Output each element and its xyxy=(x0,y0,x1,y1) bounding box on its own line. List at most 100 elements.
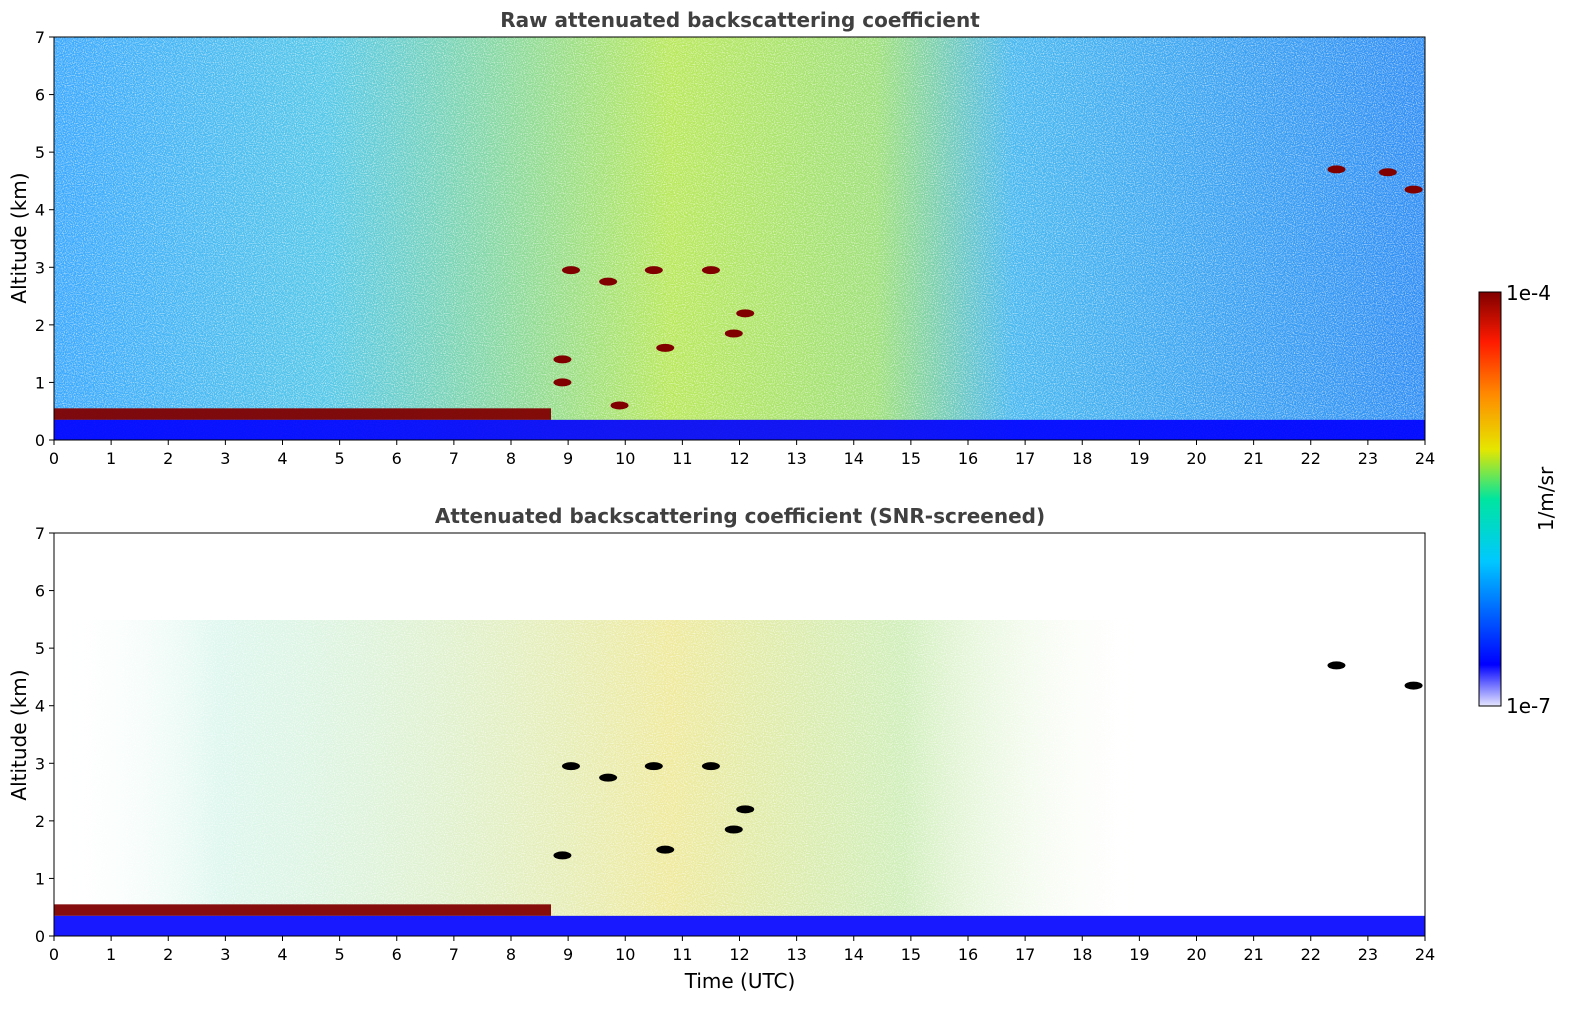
x-tick-label: 18 xyxy=(1072,945,1092,964)
y-tick-label: 7 xyxy=(35,524,45,543)
x-tick-label: 9 xyxy=(563,449,573,468)
y-axis-ticks: 0 1 2 3 4 5 6 7 xyxy=(35,524,54,946)
cloud-patch xyxy=(644,762,663,771)
x-tick-label: 15 xyxy=(901,945,921,964)
y-tick-label: 3 xyxy=(35,754,45,773)
cloud-patch xyxy=(553,378,572,387)
cloud-patch xyxy=(561,266,580,275)
colorbar-gradient xyxy=(1478,291,1502,707)
cloud-patch xyxy=(644,266,663,275)
cloud-patch xyxy=(701,762,720,771)
x-tick-label: 13 xyxy=(786,945,806,964)
x-tick-label: 9 xyxy=(563,945,573,964)
cloud-patch xyxy=(1327,661,1346,670)
colorbar-max-label: 1e-4 xyxy=(1506,281,1551,305)
x-tick-label: 14 xyxy=(844,449,864,468)
x-tick-label: 8 xyxy=(506,449,516,468)
y-tick-label: 3 xyxy=(35,258,45,277)
plot-noise-overlay xyxy=(54,620,1425,920)
x-axis-ticks: 0 1 2 3 4 5 6 7 8 9 10 11 12 13 14 15 16 17 18 19 20 21 22 23 24 xyxy=(49,440,1435,468)
y-axis-label: Altitude (km) xyxy=(7,172,31,303)
x-tick-label: 14 xyxy=(844,945,864,964)
y-axis-ticks: 0 1 2 3 4 5 6 7 xyxy=(35,28,54,450)
y-axis-label: Altitude (km) xyxy=(7,669,31,800)
x-tick-label: 8 xyxy=(506,945,516,964)
x-tick-label: 19 xyxy=(1129,449,1149,468)
x-tick-label: 3 xyxy=(220,945,230,964)
panel-title: Attenuated backscattering coefficient (S… xyxy=(435,504,1045,528)
y-tick-label: 6 xyxy=(35,86,45,105)
x-tick-label: 11 xyxy=(672,449,692,468)
x-tick-label: 23 xyxy=(1358,449,1378,468)
cloud-patch xyxy=(1404,185,1423,194)
x-tick-label: 6 xyxy=(392,449,402,468)
x-tick-label: 4 xyxy=(277,945,287,964)
x-tick-label: 21 xyxy=(1243,449,1263,468)
cloud-patch xyxy=(736,805,755,814)
y-tick-label: 1 xyxy=(35,869,45,888)
x-tick-label: 10 xyxy=(615,449,635,468)
cloud-patch xyxy=(553,851,572,860)
cloud-patch xyxy=(656,845,675,854)
x-tick-label: 18 xyxy=(1072,449,1092,468)
x-tick-label: 1 xyxy=(106,945,116,964)
x-tick-label: 7 xyxy=(449,449,459,468)
cloud-patch xyxy=(656,343,675,352)
x-tick-label: 11 xyxy=(672,945,692,964)
x-tick-label: 23 xyxy=(1358,945,1378,964)
aerosol-layer xyxy=(54,915,1425,936)
colorbar-unit-label: 1/m/sr xyxy=(1534,466,1558,531)
x-tick-label: 16 xyxy=(958,449,978,468)
cloud-patch xyxy=(599,277,618,286)
cloud-patch xyxy=(610,401,629,410)
x-tick-label: 1 xyxy=(106,449,116,468)
aerosol-layer xyxy=(54,904,551,916)
x-tick-label: 24 xyxy=(1415,945,1435,964)
heatmap-layers xyxy=(54,661,1425,936)
colorbar: 1e-4 1e-7 1/m/sr xyxy=(1478,281,1558,718)
cloud-patch xyxy=(736,309,755,318)
x-tick-label: 0 xyxy=(49,449,59,468)
cloud-patch xyxy=(724,329,743,338)
x-axis-ticks: 0 1 2 3 4 5 6 7 8 9 10 11 12 13 14 15 16 17 18 19 20 21 22 23 24 xyxy=(49,936,1435,964)
x-tick-label: 12 xyxy=(729,449,749,468)
x-axis-label: Time (UTC) xyxy=(684,969,796,993)
cloud-patch xyxy=(1327,165,1346,174)
x-tick-label: 17 xyxy=(1015,449,1035,468)
x-tick-label: 2 xyxy=(163,945,173,964)
cloud-patch xyxy=(561,762,580,771)
aerosol-layer xyxy=(54,408,551,420)
x-tick-label: 4 xyxy=(277,449,287,468)
aerosol-layer xyxy=(54,419,1425,440)
x-tick-label: 21 xyxy=(1243,945,1263,964)
x-tick-label: 2 xyxy=(163,449,173,468)
y-tick-label: 0 xyxy=(35,927,45,946)
x-tick-label: 19 xyxy=(1129,945,1149,964)
x-tick-label: 5 xyxy=(335,449,345,468)
cloud-patch xyxy=(1378,168,1397,177)
plot-area xyxy=(53,532,1426,937)
y-tick-label: 2 xyxy=(35,812,45,831)
y-tick-label: 5 xyxy=(35,143,45,162)
x-tick-label: 0 xyxy=(49,945,59,964)
x-tick-label: 5 xyxy=(335,945,345,964)
cloud-patch xyxy=(724,825,743,834)
x-tick-label: 3 xyxy=(220,449,230,468)
y-tick-label: 2 xyxy=(35,316,45,335)
x-tick-label: 17 xyxy=(1015,945,1035,964)
y-tick-label: 4 xyxy=(35,201,45,220)
y-tick-label: 0 xyxy=(35,431,45,450)
y-tick-label: 5 xyxy=(35,639,45,658)
x-tick-label: 22 xyxy=(1301,945,1321,964)
x-tick-label: 13 xyxy=(786,449,806,468)
colorbar-min-label: 1e-7 xyxy=(1506,694,1551,718)
x-tick-label: 15 xyxy=(901,449,921,468)
y-tick-label: 6 xyxy=(35,582,45,601)
x-tick-label: 10 xyxy=(615,945,635,964)
screened-backscatter-panel: Attenuated backscattering coefficient (S… xyxy=(7,504,1435,993)
heatmap-layers xyxy=(54,165,1425,440)
cloud-patch xyxy=(701,266,720,275)
x-tick-label: 24 xyxy=(1415,449,1435,468)
x-tick-label: 16 xyxy=(958,945,978,964)
